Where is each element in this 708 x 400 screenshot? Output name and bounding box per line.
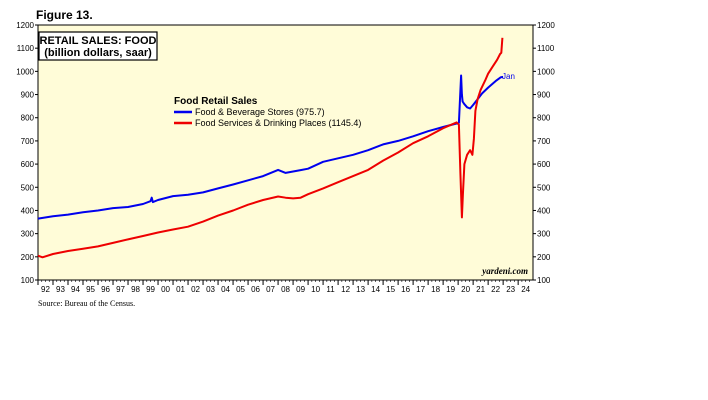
chart-subtitle: (billion dollars, saar)	[44, 47, 152, 59]
x-tick-label: 16	[401, 285, 410, 294]
x-tick-label: 21	[476, 285, 485, 294]
x-tick-label: 93	[56, 285, 65, 294]
x-tick-label: 04	[221, 285, 230, 294]
x-tick-label: 19	[446, 285, 455, 294]
y-tick-right-label: 400	[537, 206, 551, 215]
legend-label-food-beverage: Food & Beverage Stores (975.7)	[195, 107, 325, 117]
x-tick-label: 18	[431, 285, 440, 294]
x-tick-label: 05	[236, 285, 245, 294]
x-tick-label: 12	[341, 285, 350, 294]
legend: Food Retail Sales Food & Beverage Stores…	[174, 96, 361, 128]
y-tick-left-label: 500	[21, 183, 35, 192]
y-tick-left-label: 900	[21, 91, 35, 100]
x-tick-label: 22	[491, 285, 500, 294]
x-tick-label: 08	[281, 285, 290, 294]
y-tick-left-label: 200	[21, 253, 35, 262]
series-line-food-beverage	[37, 74, 504, 220]
x-tick-label: 01	[176, 285, 185, 294]
x-tick-label: 03	[206, 285, 215, 294]
series-lines	[37, 37, 504, 259]
y-tick-right-label: 200	[537, 253, 551, 262]
x-tick-label: 09	[296, 285, 305, 294]
series-end-label: Jan	[502, 72, 515, 81]
y-tick-left-label: 1000	[16, 67, 34, 76]
y-tick-left-label: 700	[21, 137, 35, 146]
x-tick-label: 00	[161, 285, 170, 294]
y-axis-right: 100 200 300 400 500 600 700 800 900 1000 1100 1200	[533, 21, 555, 285]
chart-title-box: RETAIL SALES: FOOD (billion dollars, saa…	[38, 31, 158, 61]
y-tick-left-label: 400	[21, 206, 35, 215]
chart-title: RETAIL SALES: FOOD	[40, 35, 157, 47]
x-tick-label: 11	[326, 285, 335, 294]
legend-label-food-services: Food Services & Drinking Places (1145.4)	[195, 118, 361, 128]
y-tick-left-label: 100	[21, 276, 35, 285]
x-tick-label: 96	[101, 285, 110, 294]
x-tick-label: 99	[146, 285, 155, 294]
y-axis-left: 100 200 300 400 500 600 700 800 900 1000 1100 1200	[16, 21, 38, 285]
y-tick-right-label: 100	[537, 276, 551, 285]
x-tick-label: 10	[311, 285, 320, 294]
y-tick-left-label: 300	[21, 230, 35, 239]
y-tick-right-label: 1000	[537, 67, 555, 76]
legend-title: Food Retail Sales	[174, 96, 258, 107]
source-note: Source: Bureau of the Census.	[38, 299, 136, 308]
y-tick-left-label: 1200	[16, 21, 34, 30]
x-tick-label: 02	[191, 285, 200, 294]
x-axis: 92 93 94 95 96 97 98 99 00 01 02 03 04 05 06 07 08 09 10 11…	[37, 280, 531, 294]
x-tick-label: 95	[86, 285, 95, 294]
x-tick-label: 14	[371, 285, 380, 294]
y-tick-left-label: 800	[21, 114, 35, 123]
x-tick-label: 17	[416, 285, 425, 294]
series-line-food-services	[37, 37, 504, 259]
x-tick-label: 07	[266, 285, 275, 294]
y-tick-left-label: 1100	[17, 44, 35, 53]
y-tick-right-label: 600	[537, 160, 551, 169]
x-tick-label: 97	[116, 285, 125, 294]
y-tick-left-label: 600	[21, 160, 35, 169]
chart-credit: yardeni.com	[481, 266, 528, 276]
x-tick-label: 23	[506, 285, 515, 294]
x-tick-label: 98	[131, 285, 140, 294]
x-tick-label: 24	[521, 285, 530, 294]
y-tick-right-label: 300	[537, 230, 551, 239]
y-tick-right-label: 900	[537, 91, 551, 100]
x-tick-label: 15	[386, 285, 395, 294]
x-tick-label: 13	[356, 285, 365, 294]
x-tick-label: 20	[461, 285, 470, 294]
y-tick-right-label: 700	[537, 137, 551, 146]
figure-label: Figure 13.	[36, 8, 93, 22]
y-tick-right-label: 500	[537, 183, 551, 192]
y-tick-right-label: 1200	[537, 21, 555, 30]
y-tick-right-label: 1100	[537, 44, 555, 53]
y-tick-right-label: 800	[537, 114, 551, 123]
x-tick-label: 92	[41, 285, 50, 294]
x-tick-label: 06	[251, 285, 260, 294]
x-tick-label: 94	[71, 285, 80, 294]
plot-area	[37, 24, 534, 281]
